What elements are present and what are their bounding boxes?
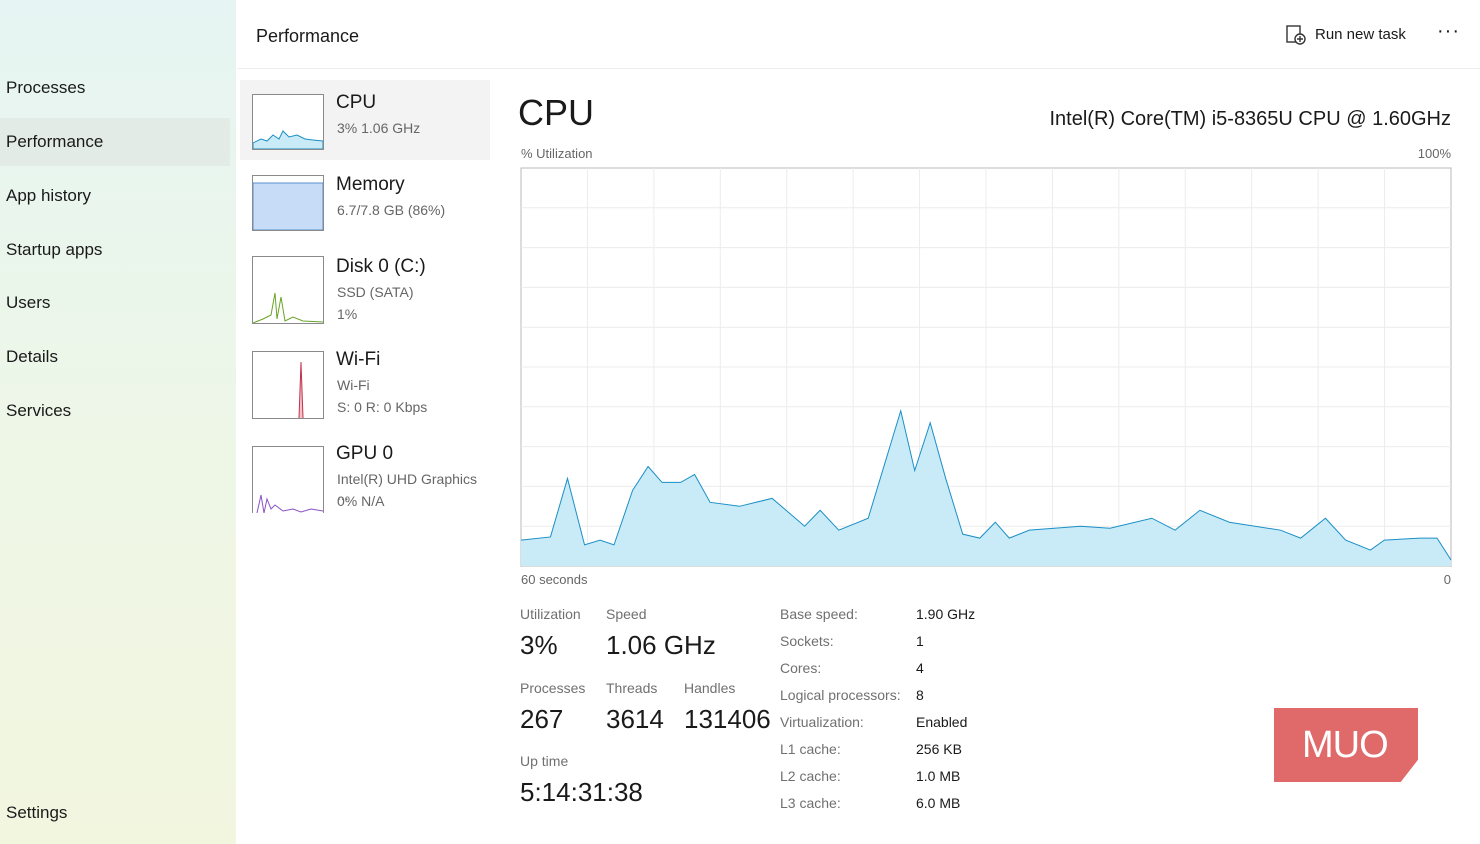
nav-item[interactable]: Details [6, 347, 58, 366]
device-cpu[interactable]: CPU 3% 1.06 GHz [240, 80, 490, 160]
watermark-box: MUO [1274, 708, 1418, 782]
spec-label: Sockets: [780, 633, 834, 649]
stat-label: Processes [520, 680, 586, 696]
thumb [252, 94, 324, 150]
thumb [252, 175, 324, 231]
stat-value: 131406 [684, 704, 771, 734]
spec-label: Cores: [780, 660, 822, 676]
nav-item[interactable]: App history [6, 186, 92, 205]
cpu-chart: % Utilization 100% 60 seconds 0 [520, 146, 1452, 587]
stat-value: 267 [520, 704, 564, 734]
device-info: Wi-Fi [337, 377, 370, 393]
spec-label: Virtualization: [780, 714, 864, 730]
header: Performance Run new task ··· [237, 0, 1480, 69]
spec-value: 4 [916, 660, 924, 676]
run-task-icon[interactable] [1286, 25, 1306, 45]
watermark: MUO [1302, 724, 1389, 766]
nav-item[interactable]: Performance [6, 132, 104, 151]
device-memory[interactable]: Memory 6.7/7.8 GB (86%) [240, 162, 490, 242]
stat-value: 3614 [606, 704, 664, 734]
nav-item[interactable]: Users [6, 293, 51, 312]
device-info: Intel(R) UHD Graphics ... [337, 471, 478, 503]
device-info: 1% [337, 306, 358, 322]
spec-value: 8 [916, 687, 924, 703]
y-axis-label: % Utilization [521, 146, 593, 161]
stat-value: 3% [520, 630, 558, 660]
line [520, 408, 1452, 561]
nav-selection [0, 118, 230, 166]
x-tick-label: 60 seconds [521, 572, 588, 587]
device-info: 0% N/A [337, 493, 385, 509]
spec-value: 6.0 MB [916, 795, 961, 811]
spec-value: 1.90 GHz [916, 606, 976, 622]
area [521, 410, 1451, 566]
spec-label: L2 cache: [780, 768, 841, 784]
stat-label: Speed [606, 606, 647, 622]
run-new-task[interactable]: Run new task [1315, 26, 1406, 43]
cpu-model: Intel(R) Core(TM) i5-8365U CPU @ 1.60GHz [1049, 108, 1451, 130]
stat-label: Utilization [520, 606, 581, 622]
device-gpu[interactable]: GPU 0 Intel(R) UHD Graphics ... 0% N/A [240, 434, 490, 524]
device-wifi[interactable]: Wi-Fi Wi-Fi S: 0 R: 0 Kbps [240, 340, 490, 430]
detail-title: CPU [518, 92, 595, 133]
spec-label: L1 cache: [780, 741, 841, 757]
device-disk[interactable]: Disk 0 (C:) SSD (SATA) 1% [240, 244, 490, 334]
sidebar: Processes Performance App history Startu… [0, 0, 236, 844]
device-info: 3% 1.06 GHz [337, 120, 421, 136]
spec-label: Logical processors: [780, 687, 901, 703]
stat-label: Handles [684, 680, 736, 696]
spec-value: 256 KB [916, 741, 962, 757]
spec-value: 1.0 MB [916, 768, 961, 784]
more-button[interactable]: ··· [1437, 20, 1460, 42]
device-info: S: 0 R: 0 Kbps [337, 399, 428, 415]
device-name: Disk 0 (C:) [336, 256, 426, 277]
device-name: Memory [336, 174, 405, 195]
page-title: Performance [256, 26, 360, 46]
device-info: 6.7/7.8 GB (86%) [337, 202, 446, 218]
nav-item[interactable]: Processes [6, 78, 86, 97]
nav-item[interactable]: Services [6, 401, 72, 420]
spec-value: 1 [916, 633, 924, 649]
device-name: CPU [336, 92, 377, 113]
nav-item[interactable]: Settings [6, 803, 68, 822]
x-tick-label: 0 [1444, 572, 1451, 587]
stat-value: 5:14:31:38 [520, 777, 643, 807]
spec-value: Enabled [916, 714, 968, 730]
device-name: Wi-Fi [336, 349, 381, 370]
stat-label: Up time [520, 753, 569, 769]
stat-value: 1.06 GHz [606, 630, 716, 660]
spec-label: L3 cache: [780, 795, 841, 811]
thumb [252, 446, 324, 513]
device-name: GPU 0 [336, 443, 394, 464]
nav-item[interactable]: Startup apps [6, 240, 103, 259]
y-tick-label: 100% [1418, 146, 1452, 161]
spec-label: Base speed: [780, 606, 858, 622]
thumb [252, 256, 324, 324]
device-info: SSD (SATA) [337, 284, 414, 300]
thumb [252, 351, 324, 419]
stat-label: Threads [606, 680, 658, 696]
